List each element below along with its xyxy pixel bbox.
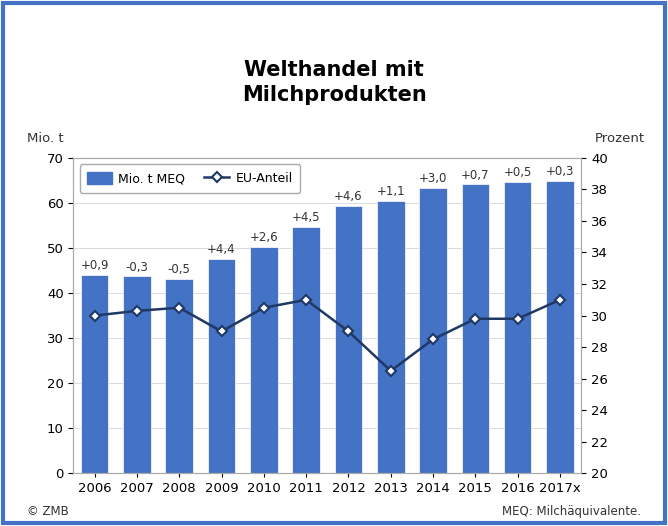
Text: MEQ: Milchäquivalente.: MEQ: Milchäquivalente.	[502, 505, 641, 518]
Text: © ZMB: © ZMB	[27, 505, 69, 518]
Text: +4,6: +4,6	[334, 190, 363, 204]
Text: +0,5: +0,5	[504, 166, 532, 179]
Bar	[420, 188, 447, 473]
Text: Prozent: Prozent	[595, 132, 645, 145]
Bar	[250, 247, 278, 473]
Text: Mio. t: Mio. t	[27, 132, 63, 145]
Bar	[166, 279, 193, 473]
Text: +4,5: +4,5	[292, 211, 321, 224]
Text: +4,4: +4,4	[207, 243, 236, 256]
Bar	[377, 201, 405, 473]
Text: -0,5: -0,5	[168, 263, 190, 276]
Text: +0,3: +0,3	[546, 165, 574, 178]
Text: +3,0: +3,0	[419, 172, 448, 185]
Bar	[123, 276, 151, 473]
Text: +0,9: +0,9	[80, 259, 109, 272]
Bar	[293, 227, 320, 473]
Text: Welthandel mit
Milchprodukten: Welthandel mit Milchprodukten	[242, 60, 426, 105]
Bar	[81, 275, 108, 473]
Bar	[462, 185, 489, 473]
Text: -0,3: -0,3	[126, 261, 148, 274]
Text: +1,1: +1,1	[377, 185, 405, 198]
Bar	[208, 259, 235, 473]
Bar	[335, 206, 362, 473]
Text: +0,7: +0,7	[461, 169, 490, 181]
Legend: Mio. t MEQ, EU-Anteil: Mio. t MEQ, EU-Anteil	[79, 164, 300, 193]
Bar	[504, 182, 532, 473]
Bar	[546, 181, 574, 473]
Text: +2,6: +2,6	[250, 231, 278, 245]
